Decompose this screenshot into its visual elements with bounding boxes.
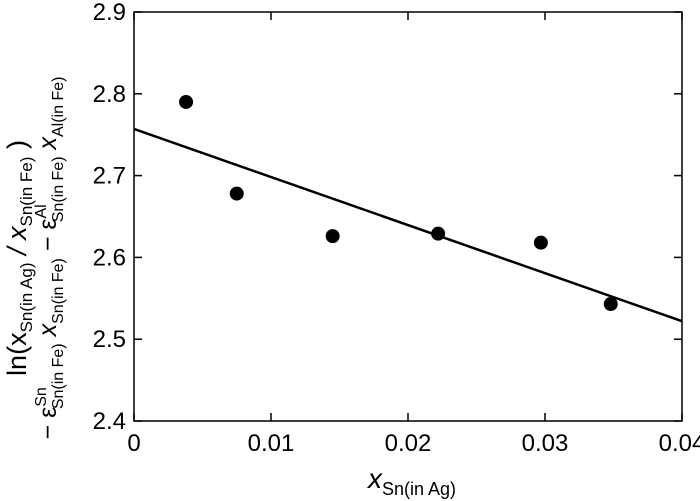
fit-line	[133, 127, 683, 323]
x-tick-label: 0.01	[248, 430, 295, 457]
tick-labels: 0 0.01 0.02 0.03 0.04 2.4 2.5 2.6 2.7 2.8 2.9	[93, 0, 700, 457]
y-tick-label: 2.6	[93, 244, 126, 271]
y-label2-p4: x	[34, 136, 62, 157]
data-point	[325, 229, 340, 244]
y-tick-label: 2.9	[93, 0, 126, 26]
y-label2-p1: − ε	[34, 407, 62, 440]
y-label2-p3-sup: Al	[33, 204, 50, 218]
y-label2-p4-sub: Al(in Fe)	[50, 77, 67, 137]
x-tick-label: 0.02	[385, 430, 432, 457]
y-label1-p2-sub: Sn(in Fe)	[17, 157, 36, 227]
y-label2-p1-sub: Sn(in Fe)	[50, 343, 67, 409]
x-axis-label-main: x	[366, 463, 383, 494]
y-tick-label: 2.7	[93, 163, 126, 190]
ticks	[133, 11, 683, 422]
y-label2-p2-sub: Sn(in Fe)	[50, 258, 67, 324]
y-label2-p2: x	[34, 322, 62, 343]
y-label2-p3-sub: Sn(in Fe)	[50, 156, 67, 222]
x-tick-label: 0.03	[522, 430, 569, 457]
y-tick-label: 2.8	[93, 81, 126, 108]
x-tick-label: 0	[127, 430, 140, 457]
y-axis-label-line2: − εSnSn(in Fe) xSn(in Fe) − εAlSn(in Fe)…	[33, 77, 67, 440]
plot-frame	[133, 11, 683, 422]
y-tick-label: 2.4	[93, 408, 126, 435]
y-label1-p3: )	[2, 140, 32, 157]
data-point	[603, 297, 618, 312]
y-label1-p2: / x	[2, 225, 32, 263]
data-point	[179, 94, 194, 109]
data-point	[533, 235, 548, 250]
y-tick-label: 2.5	[93, 326, 126, 353]
data-point	[431, 226, 446, 241]
x-axis-label: xSn(in Ag)	[366, 463, 456, 499]
y-label2-p1-sup: Sn	[33, 387, 50, 407]
data-point	[229, 186, 244, 201]
y-label2-p3: − ε	[34, 218, 62, 258]
y-label1-p1: ln(x	[2, 332, 32, 376]
y-label1-p1-sub: Sn(in Ag)	[17, 262, 36, 332]
x-axis-label-sub: Sn(in Ag)	[382, 479, 456, 499]
x-tick-label: 0.04	[659, 430, 700, 457]
y-axis-label-line1: ln(xSn(in Ag) / xSn(in Fe) )	[2, 140, 36, 376]
data-points	[179, 94, 618, 312]
